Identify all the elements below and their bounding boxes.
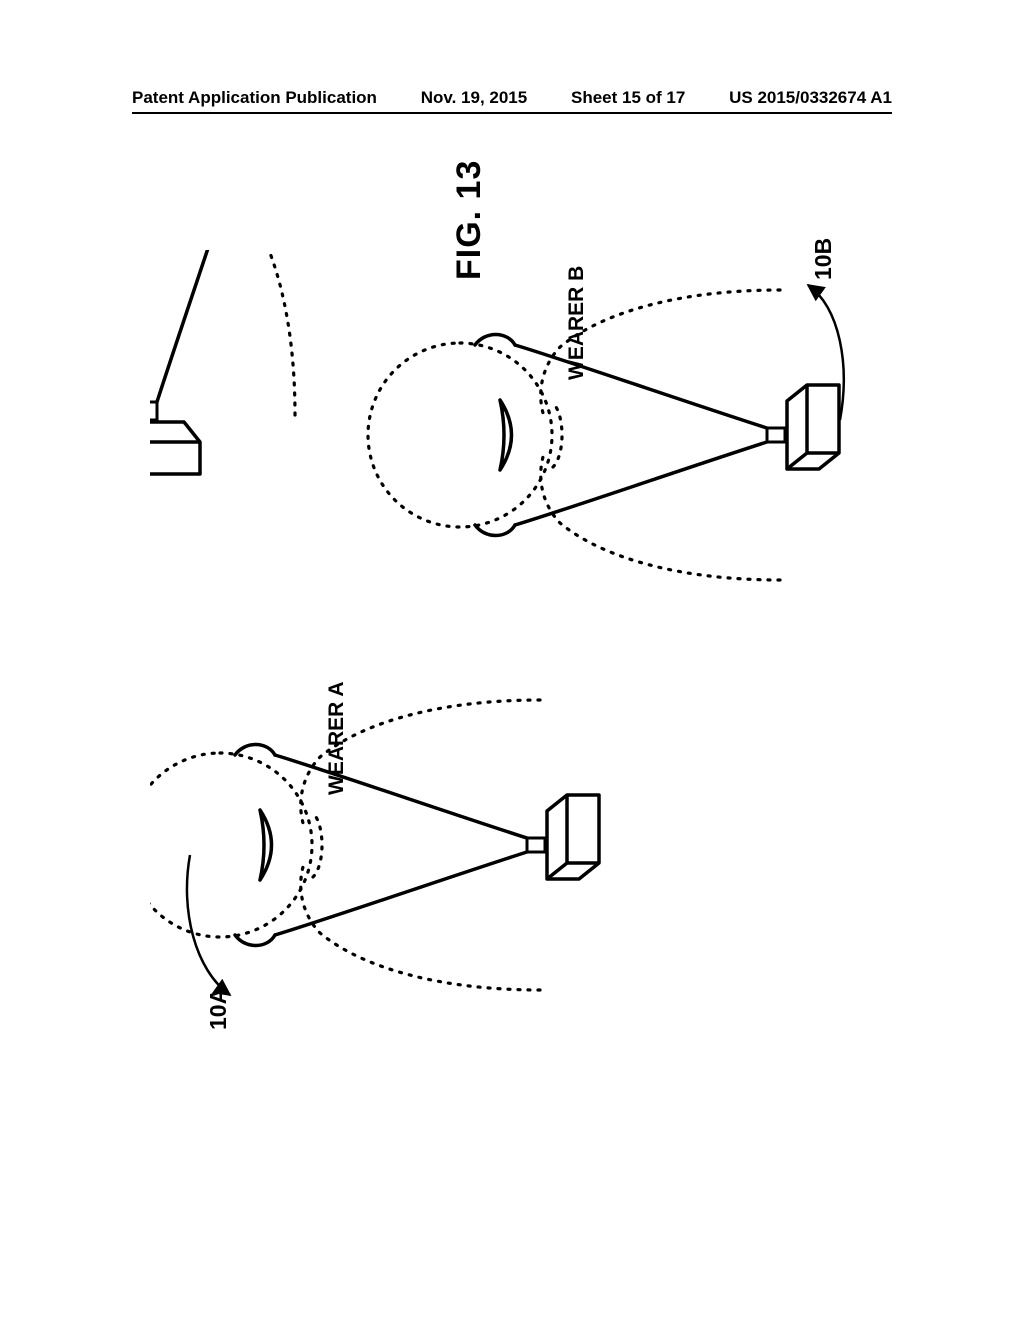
header-row: Patent Application Publication Nov. 19, … [132,88,892,108]
header-rule [132,112,892,114]
header-sheet: Sheet 15 of 17 [571,88,685,108]
header-publication: Patent Application Publication [132,88,377,108]
patent-page: Patent Application Publication Nov. 19, … [0,0,1024,1320]
header-date: Nov. 19, 2015 [421,88,527,108]
header-pubno: US 2015/0332674 A1 [729,88,892,108]
patent-figure [150,250,870,1050]
leader-10a [187,855,230,995]
page-header: Patent Application Publication Nov. 19, … [0,88,1024,108]
wearer-a-figure [150,700,599,990]
wearer-b-figure [368,290,839,580]
